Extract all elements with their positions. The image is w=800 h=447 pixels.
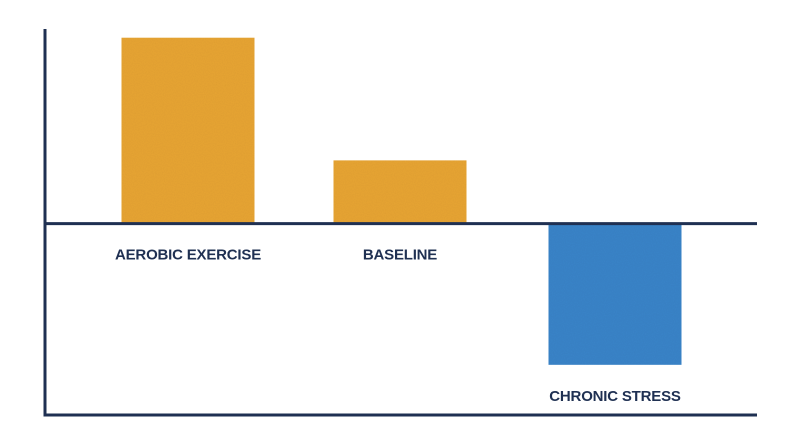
bar-chronic-stress bbox=[548, 223, 682, 365]
category-label-aerobic-exercise: AEROBIC EXERCISE bbox=[115, 247, 261, 264]
axes-layer bbox=[43, 29, 757, 417]
bar-aerobic-exercise bbox=[121, 37, 255, 224]
labels-layer: AEROBIC EXERCISE BASELINE CHRONIC STRESS bbox=[115, 247, 681, 405]
category-label-chronic-stress: CHRONIC STRESS bbox=[549, 388, 681, 405]
bar-baseline bbox=[333, 160, 467, 224]
category-label-baseline: BASELINE bbox=[363, 247, 437, 264]
bars-layer bbox=[121, 37, 682, 365]
